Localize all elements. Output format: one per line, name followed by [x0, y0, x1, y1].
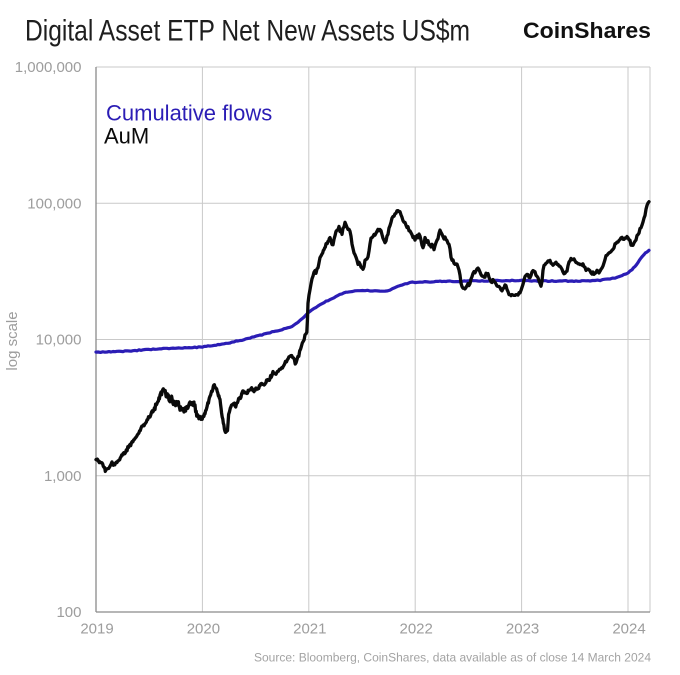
svg-text:10,000: 10,000 [36, 332, 82, 349]
svg-text:2022: 2022 [400, 621, 433, 638]
svg-text:100: 100 [56, 604, 81, 621]
svg-text:2020: 2020 [187, 621, 220, 638]
svg-text:2023: 2023 [506, 621, 539, 638]
svg-text:CoinShares: CoinShares [523, 18, 651, 43]
svg-text:AuM: AuM [104, 124, 149, 149]
svg-text:2021: 2021 [293, 621, 326, 638]
svg-text:Cumulative flows: Cumulative flows [106, 101, 272, 126]
svg-text:log scale: log scale [4, 311, 21, 370]
svg-text:Source: Bloomberg, CoinShares,: Source: Bloomberg, CoinShares, data avai… [254, 651, 651, 665]
svg-text:Digital Asset ETP Net New Asse: Digital Asset ETP Net New Assets US$m [25, 15, 470, 48]
svg-text:2024: 2024 [612, 621, 645, 638]
svg-text:1,000: 1,000 [44, 468, 82, 485]
svg-text:2019: 2019 [80, 621, 113, 638]
svg-text:1,000,000: 1,000,000 [15, 59, 82, 76]
svg-text:100,000: 100,000 [27, 195, 81, 212]
